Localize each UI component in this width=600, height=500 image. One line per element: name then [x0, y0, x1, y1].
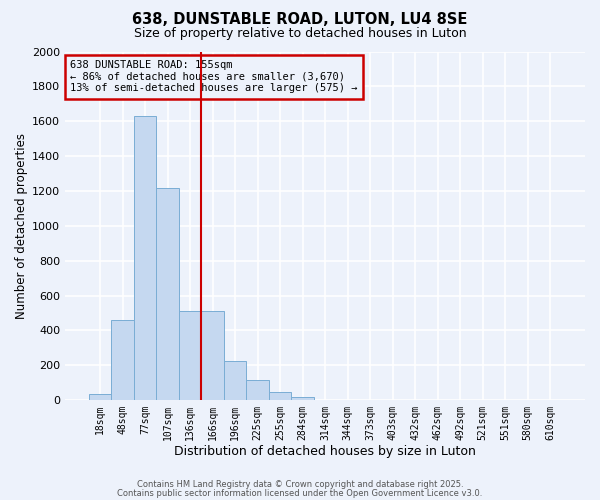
- Y-axis label: Number of detached properties: Number of detached properties: [15, 133, 28, 319]
- Bar: [111, 320, 134, 400]
- Bar: [202, 312, 224, 400]
- X-axis label: Distribution of detached houses by size in Luton: Distribution of detached houses by size …: [174, 444, 476, 458]
- Bar: [292, 396, 314, 400]
- Text: 638, DUNSTABLE ROAD, LUTON, LU4 8SE: 638, DUNSTABLE ROAD, LUTON, LU4 8SE: [133, 12, 467, 28]
- Bar: [156, 188, 179, 400]
- Text: Contains HM Land Registry data © Crown copyright and database right 2025.: Contains HM Land Registry data © Crown c…: [137, 480, 463, 489]
- Bar: [247, 380, 269, 400]
- Text: Contains public sector information licensed under the Open Government Licence v3: Contains public sector information licen…: [118, 488, 482, 498]
- Bar: [89, 394, 111, 400]
- Text: Size of property relative to detached houses in Luton: Size of property relative to detached ho…: [134, 28, 466, 40]
- Text: 638 DUNSTABLE ROAD: 155sqm
← 86% of detached houses are smaller (3,670)
13% of s: 638 DUNSTABLE ROAD: 155sqm ← 86% of deta…: [70, 60, 358, 94]
- Bar: [224, 361, 247, 400]
- Bar: [269, 392, 292, 400]
- Bar: [179, 312, 202, 400]
- Bar: [134, 116, 156, 400]
